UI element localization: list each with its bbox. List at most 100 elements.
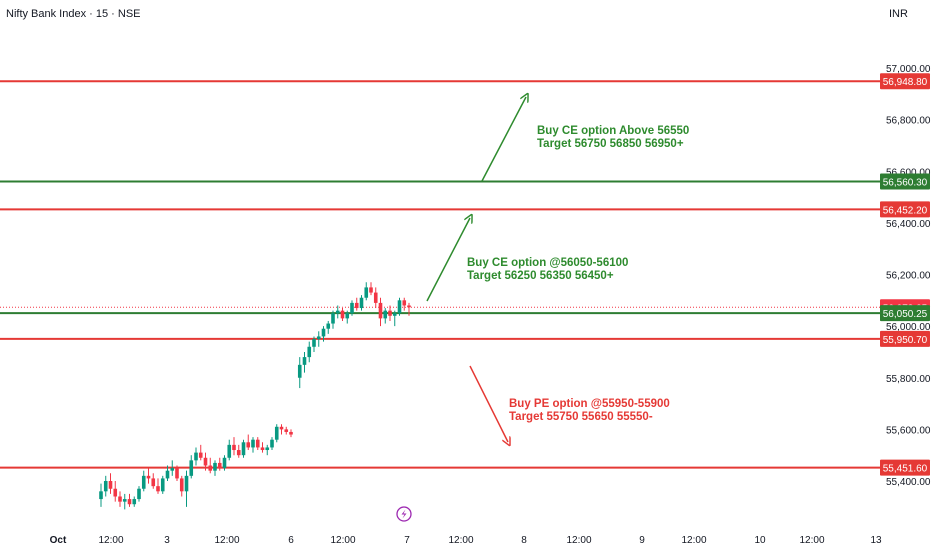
y-tick-label: 56,200.00 bbox=[886, 271, 931, 282]
candle bbox=[316, 331, 321, 347]
x-tick-label: 12:00 bbox=[330, 535, 355, 546]
annotation-arrow bbox=[469, 365, 508, 442]
candle bbox=[151, 473, 156, 489]
candle bbox=[189, 455, 194, 479]
y-tick-label: 57,000.00 bbox=[886, 64, 931, 75]
candle bbox=[331, 310, 335, 329]
y-tick-label: 56,400.00 bbox=[886, 219, 931, 230]
candle bbox=[227, 439, 232, 461]
candle-body bbox=[151, 478, 156, 487]
price-tag-label: 56,948.80 bbox=[883, 77, 928, 88]
candle-body bbox=[397, 300, 402, 314]
candle-body bbox=[146, 475, 151, 479]
annotation-text: Buy CE option Above 56550 bbox=[537, 125, 689, 137]
candle bbox=[326, 320, 331, 334]
candle bbox=[99, 483, 103, 507]
candle-body bbox=[99, 491, 103, 500]
price-tag-bg bbox=[880, 305, 930, 322]
candle bbox=[198, 444, 203, 461]
candle bbox=[302, 351, 307, 373]
candle bbox=[321, 326, 326, 342]
y-axis: 57,000.00 56,800.00 56,600.00 56,400.00 56,2… bbox=[880, 64, 931, 488]
candle bbox=[265, 444, 270, 456]
candle-body bbox=[284, 429, 289, 432]
annotation-text: Target 55750 55650 55550- bbox=[509, 411, 653, 423]
candle bbox=[255, 437, 260, 451]
candle bbox=[165, 465, 170, 481]
y-tick-label: 56,600.00 bbox=[886, 167, 931, 178]
level-price-tag: 56,452.20 bbox=[880, 201, 930, 218]
candle-body bbox=[141, 475, 146, 489]
candle bbox=[179, 475, 184, 497]
y-tick-label: 55,400.00 bbox=[886, 477, 931, 488]
x-tick-label: 12:00 bbox=[448, 535, 473, 546]
candle-body bbox=[289, 431, 293, 435]
candle-body bbox=[251, 439, 255, 448]
currency-label[interactable]: INR bbox=[889, 8, 908, 20]
level-price-tag: 55,451.60 bbox=[880, 459, 930, 476]
candle-body bbox=[369, 287, 373, 293]
level-price-tag: 56,560.30 bbox=[880, 173, 930, 190]
candle-body bbox=[203, 457, 208, 466]
candle bbox=[373, 287, 378, 309]
candle bbox=[222, 455, 227, 471]
candle bbox=[312, 336, 316, 352]
price-tag-label: 56,050.25 bbox=[883, 309, 928, 320]
candle-body bbox=[373, 292, 378, 303]
candle-body bbox=[302, 357, 307, 365]
x-tick-label: 8 bbox=[521, 535, 527, 546]
candle bbox=[388, 305, 392, 321]
annotation-arrow bbox=[481, 97, 526, 182]
candle bbox=[146, 468, 151, 484]
candle bbox=[203, 452, 208, 471]
candle bbox=[284, 426, 289, 435]
level-price-tag: 56,050.25 bbox=[880, 305, 930, 322]
candle bbox=[246, 434, 251, 451]
candle-body bbox=[340, 310, 345, 319]
candle bbox=[108, 473, 113, 494]
candle bbox=[122, 493, 127, 510]
candle-body bbox=[232, 444, 236, 451]
candle-body bbox=[307, 346, 312, 358]
candle-body bbox=[132, 499, 137, 505]
event-layer bbox=[396, 506, 412, 522]
candle-body bbox=[388, 310, 392, 316]
candle-body bbox=[407, 305, 411, 308]
candle bbox=[369, 282, 373, 296]
candle bbox=[156, 478, 160, 494]
candle-body bbox=[113, 488, 118, 497]
annotation-text: Target 56750 56850 56950+ bbox=[537, 138, 684, 150]
candle-body bbox=[208, 465, 213, 471]
level-price-tag: 55,950.70 bbox=[880, 330, 930, 347]
candle-body bbox=[122, 499, 127, 502]
candle bbox=[345, 310, 350, 324]
candle-body bbox=[127, 499, 132, 505]
annotation-text: Buy CE option @56050-56100 bbox=[467, 257, 628, 269]
candle-body bbox=[108, 481, 113, 489]
price-tag-bg bbox=[880, 173, 930, 190]
candle-body bbox=[359, 297, 364, 309]
candle bbox=[397, 297, 402, 316]
x-tick-label: Oct bbox=[50, 535, 67, 546]
candle-body bbox=[270, 439, 274, 448]
candle-body bbox=[321, 328, 326, 337]
candle bbox=[184, 470, 189, 507]
candle-body bbox=[213, 462, 217, 471]
candle-body bbox=[326, 323, 331, 329]
candle-body bbox=[222, 457, 227, 469]
x-tick-label: 12:00 bbox=[799, 535, 824, 546]
candle bbox=[340, 308, 345, 321]
candle-body bbox=[383, 310, 388, 319]
candle bbox=[170, 460, 175, 476]
price-tag-label: 55,451.60 bbox=[883, 464, 928, 475]
candle-body bbox=[350, 302, 354, 314]
candle bbox=[127, 493, 132, 507]
candle bbox=[383, 308, 388, 324]
candle bbox=[289, 429, 293, 438]
candle-body bbox=[335, 310, 340, 314]
candle bbox=[297, 357, 302, 389]
candle-body bbox=[345, 313, 350, 319]
candle bbox=[213, 460, 217, 476]
candle-body bbox=[118, 496, 122, 502]
